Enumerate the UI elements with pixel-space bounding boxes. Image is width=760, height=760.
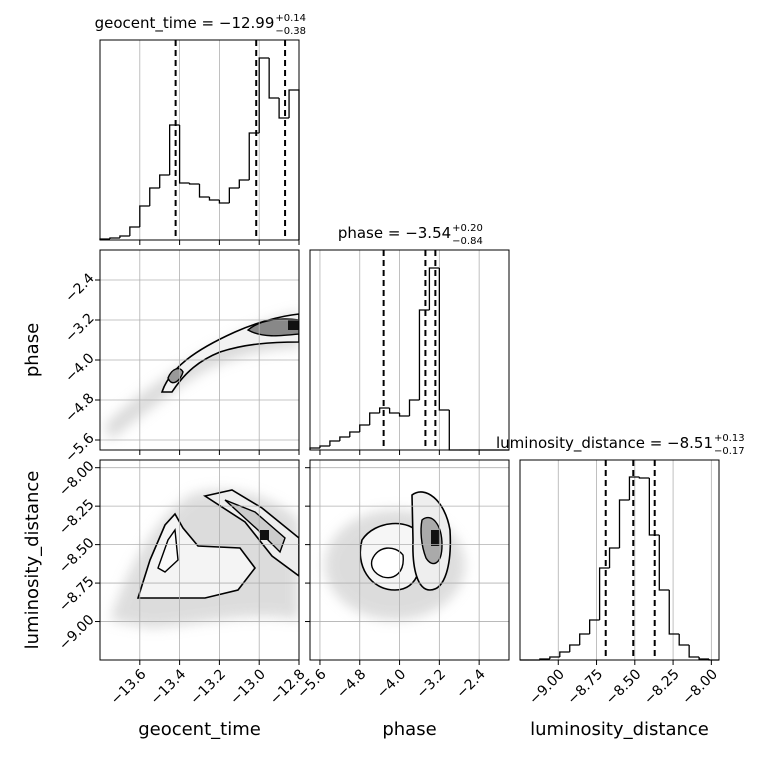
histogram-bin (638, 477, 650, 479)
panel-title: geocent_time = −12.99 (95, 14, 275, 33)
histogram-bin (319, 445, 330, 448)
histogram-bin (438, 268, 450, 411)
x-axis-label: geocent_time (138, 719, 261, 740)
histogram-bin (628, 476, 640, 500)
histogram-bin (448, 410, 460, 451)
histogram-bin (238, 179, 250, 188)
histogram-bin (598, 567, 610, 620)
histogram-bin (359, 424, 370, 432)
histogram-bin (228, 187, 240, 203)
histogram-bin (349, 431, 360, 437)
x-axis-label: phase (382, 719, 436, 740)
x-tick-label: −13.0 (227, 666, 269, 708)
density-peak (260, 530, 269, 540)
x-tick-label: −13.4 (148, 666, 190, 708)
y-tick-label: −4.8 (62, 390, 97, 425)
title-lower: −0.38 (275, 26, 306, 37)
panel-title: luminosity_distance = −8.51 (496, 434, 713, 453)
x-tick-label: −2.4 (453, 666, 488, 701)
y-axis-label: phase (22, 323, 43, 377)
histogram-bin (188, 183, 200, 185)
histogram-bin (569, 644, 580, 652)
histogram-bin (428, 267, 440, 310)
histogram-bin (329, 440, 340, 446)
y-tick-label: −5.6 (62, 430, 97, 465)
histogram-bin (379, 407, 390, 413)
histogram-bin (369, 412, 380, 425)
histogram-bin (139, 205, 150, 227)
histogram-bin (109, 237, 120, 239)
x-tick-label: −9.00 (526, 666, 568, 708)
x-tick-label: −8.50 (603, 666, 645, 708)
contour (370, 547, 404, 579)
title-upper: +0.13 (714, 433, 745, 444)
histogram-bin (159, 174, 170, 188)
title-lower: −0.17 (714, 446, 745, 457)
panel-frame (99, 459, 300, 661)
histogram-bin (149, 187, 160, 206)
histogram-bin (288, 89, 300, 240)
title-upper: +0.20 (452, 223, 483, 234)
y-axis-label: luminosity_distance (22, 471, 43, 650)
histogram-bin (648, 478, 660, 536)
x-tick-label: −8.75 (565, 666, 607, 708)
panel-frame (519, 459, 720, 661)
histogram-bin (218, 200, 230, 204)
contour (246, 318, 299, 337)
y-tick-label: −8.75 (56, 573, 98, 615)
y-tick-label: −8.50 (56, 535, 98, 577)
panel-frame (309, 249, 510, 451)
histogram-bin (408, 399, 420, 416)
y-tick-label: −9.00 (56, 612, 98, 654)
histogram-bin (258, 57, 270, 133)
y-tick-label: −8.25 (56, 496, 98, 538)
histogram-bin (579, 633, 590, 645)
histogram-bin (618, 499, 630, 548)
histogram-bin (208, 197, 220, 201)
histogram-bin (339, 436, 350, 441)
histogram-bin (698, 657, 710, 660)
x-tick-label: −8.25 (641, 666, 683, 708)
contour (202, 489, 299, 577)
histogram-bin (549, 656, 560, 659)
histogram-bin (388, 408, 400, 414)
histogram-bin (178, 125, 190, 184)
x-tick-label: −13.6 (108, 666, 150, 708)
histogram-bin (278, 98, 290, 119)
density-peak (431, 530, 440, 546)
title-lower: −0.84 (452, 236, 483, 247)
histogram-bin (559, 651, 570, 657)
histogram-bin (608, 547, 620, 568)
histogram-bin (688, 645, 700, 658)
histogram-bin (248, 132, 260, 180)
panel-title: phase = −3.54 (338, 224, 451, 242)
panel-frame (309, 459, 510, 661)
y-tick-label: −4.0 (62, 350, 97, 385)
title-upper: +0.14 (275, 13, 306, 24)
histogram-bin (119, 235, 130, 238)
histogram-bin (589, 619, 600, 634)
histogram-bin (658, 535, 670, 591)
x-axis-label: luminosity_distance (530, 719, 709, 740)
density-peak (288, 320, 299, 330)
y-tick-label: −3.2 (62, 310, 97, 345)
x-tick-label: −3.2 (414, 666, 449, 701)
histogram-bin (129, 226, 140, 236)
histogram-bin (678, 634, 690, 646)
x-tick-label: −13.2 (187, 666, 229, 708)
histogram-bin (668, 590, 680, 635)
histogram-bin (398, 413, 410, 417)
y-tick-label: −8.00 (56, 458, 98, 500)
panel-frame (99, 39, 300, 241)
density-contours (105, 312, 465, 628)
histogram-bin (198, 184, 210, 198)
y-tick-label: −2.4 (62, 270, 97, 305)
contour (136, 512, 257, 599)
histogram-bin (268, 58, 280, 99)
panel-frame (99, 249, 300, 451)
x-tick-label: −4.8 (334, 666, 369, 701)
x-tick-label: −4.0 (374, 666, 409, 701)
x-tick-label: −8.00 (679, 666, 721, 708)
